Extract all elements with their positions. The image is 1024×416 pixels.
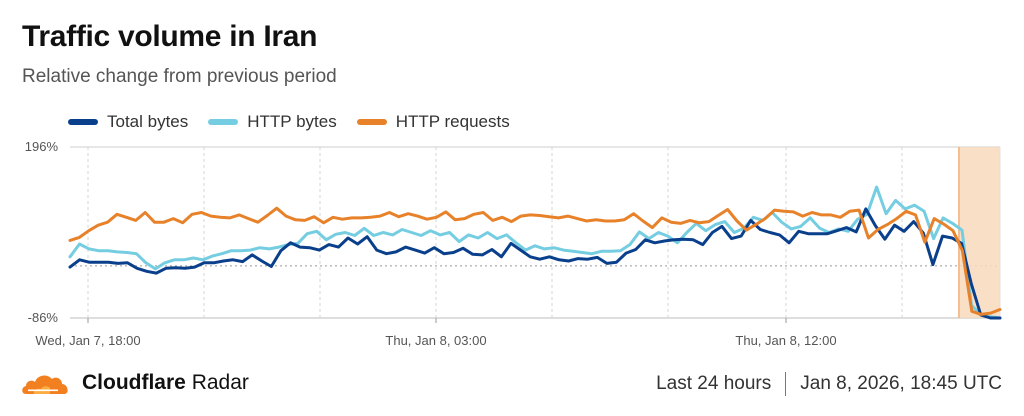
time-range-label[interactable]: Last 24 hours xyxy=(656,373,772,394)
legend-swatch-http-requests xyxy=(356,119,387,125)
divider xyxy=(785,372,787,396)
line-chart: 196% -86% Wed, Jan 7, 18:00 Thu, Jan 8, 03:… xyxy=(25,139,1002,348)
brand-bold: Cloudflare xyxy=(82,371,186,394)
legend-item-http-requests[interactable]: HTTP requests xyxy=(356,112,510,132)
legend-label-total-bytes: Total bytes xyxy=(107,112,189,131)
legend-item-http-bytes[interactable]: HTTP bytes xyxy=(208,112,337,132)
y-tick-label-1: -86% xyxy=(28,310,59,325)
axis-labels: 196% -86% Wed, Jan 7, 18:00 Thu, Jan 8, 03:… xyxy=(25,139,837,348)
chart-title: Traffic volume in Iran xyxy=(22,20,318,53)
chart-subtitle: Relative change from previous period xyxy=(22,66,337,87)
series-line-total-bytes xyxy=(68,207,1002,320)
cloudflare-cloud-icon xyxy=(22,375,68,394)
brand-regular: Radar xyxy=(191,371,249,394)
time-range-info: Last 24 hours Jan 8, 2026, 18:45 UTC xyxy=(656,372,1002,396)
legend-label-http-bytes: HTTP bytes xyxy=(247,112,337,131)
chart-grid xyxy=(70,146,1001,319)
x-tick-label-2: Thu, Jan 8, 12:00 xyxy=(735,333,836,348)
series-lines xyxy=(68,185,1002,320)
legend-swatch-total-bytes xyxy=(68,119,98,125)
series-line-http-requests xyxy=(68,206,1002,316)
legend-swatch-http-bytes xyxy=(208,119,239,125)
y-tick-label-0: 196% xyxy=(25,139,59,154)
legend-item-total-bytes[interactable]: Total bytes xyxy=(68,112,188,132)
cloudflare-radar-logo: Cloudflare Radar xyxy=(20,370,249,396)
series-line-http-bytes xyxy=(68,185,1002,320)
legend-label-http-requests: HTTP requests xyxy=(395,112,510,131)
x-tick-label-1: Thu, Jan 8, 03:00 xyxy=(385,333,486,348)
highlight-layer xyxy=(958,147,1000,318)
x-tick-label-0: Wed, Jan 7, 18:00 xyxy=(35,333,140,348)
highlight-region xyxy=(958,147,1000,318)
brand-name: Cloudflare Radar xyxy=(82,371,249,395)
timestamp-label: Jan 8, 2026, 18:45 UTC xyxy=(800,373,1002,394)
chart-legend: Total bytes HTTP bytes HTTP requests xyxy=(68,112,510,132)
